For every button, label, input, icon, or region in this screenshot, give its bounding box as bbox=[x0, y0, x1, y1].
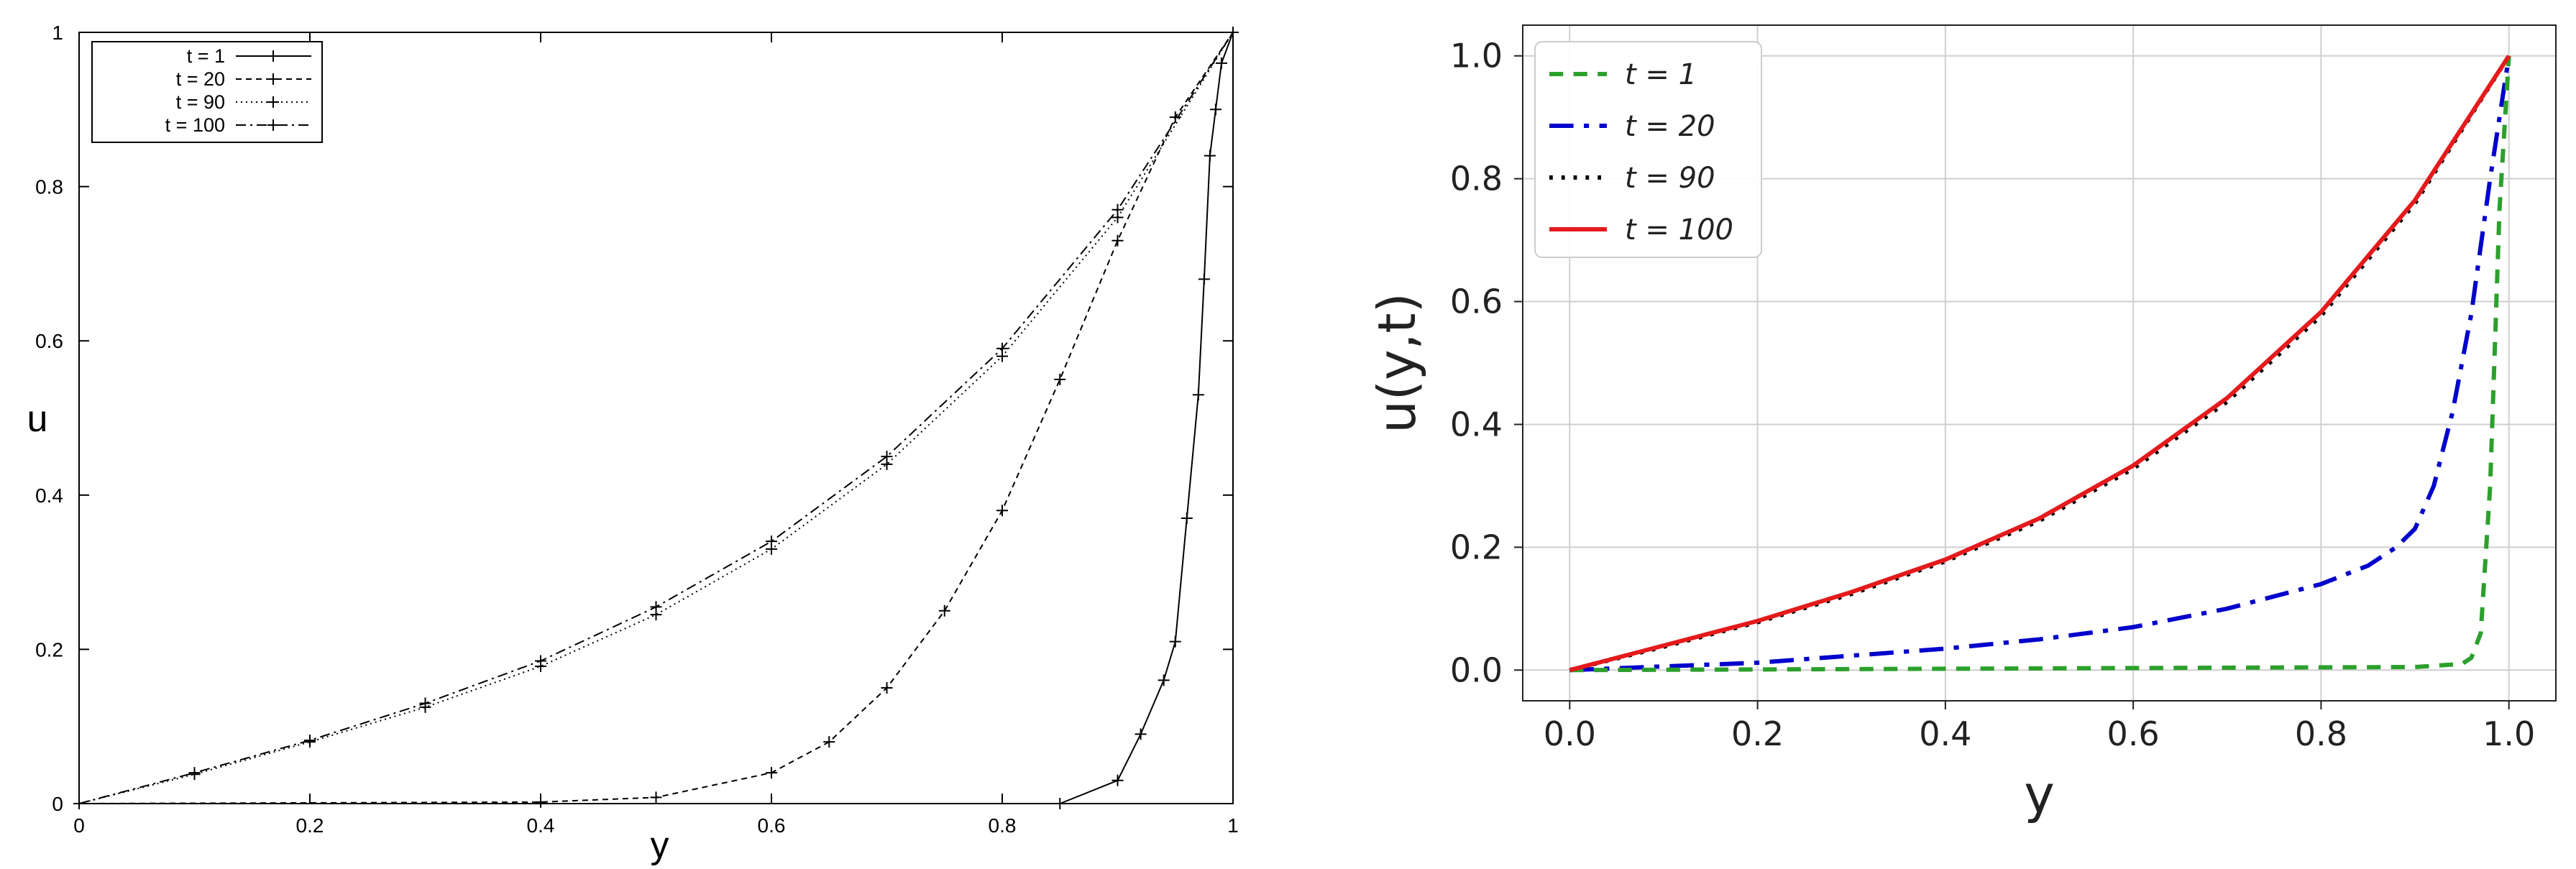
x-tick-label: 0.8 bbox=[2295, 714, 2347, 753]
data-point-marker bbox=[304, 735, 316, 747]
legend-label: t = 90 bbox=[176, 91, 225, 113]
data-point-marker bbox=[1204, 150, 1216, 162]
y-axis-label: u bbox=[27, 398, 48, 440]
y-tick-label: 0.4 bbox=[1450, 405, 1503, 443]
data-point-marker bbox=[881, 682, 893, 694]
series-line-3 bbox=[78, 32, 1234, 804]
data-point-marker bbox=[1111, 203, 1124, 216]
data-point-marker bbox=[1135, 728, 1147, 740]
x-tick-label: 0.2 bbox=[1731, 714, 1784, 753]
data-point-marker bbox=[1227, 27, 1239, 38]
data-point-marker bbox=[823, 736, 835, 748]
x-tick-label: 0.8 bbox=[989, 814, 1017, 837]
y-tick-label: 0.6 bbox=[35, 330, 63, 352]
y-tick-label: 0.6 bbox=[1450, 282, 1503, 321]
legend-label: t = 1 bbox=[1625, 58, 1697, 91]
legend-label: t = 1 bbox=[187, 45, 225, 67]
x-tick-label: 0.6 bbox=[2107, 714, 2160, 753]
data-point-marker bbox=[1054, 798, 1066, 809]
data-point-marker bbox=[1054, 373, 1066, 385]
data-point-marker bbox=[1111, 774, 1124, 786]
data-point-marker bbox=[1169, 635, 1181, 648]
y-tick-label: 0.2 bbox=[1450, 528, 1503, 566]
data-point-marker bbox=[1192, 389, 1204, 401]
x-tick-label: 0.4 bbox=[1919, 714, 1971, 753]
data-point-marker bbox=[996, 505, 1008, 517]
data-point-marker bbox=[766, 535, 777, 548]
right-chart: 0.0 0.2 0.4 0.6 0.8 1.0 0.0 0.2 0.4 0.6 0.8 1.0 y u(y… bbox=[1329, 7, 2576, 869]
y-tick-label: 0.8 bbox=[35, 176, 63, 198]
legend-label: t = 90 bbox=[1625, 162, 1715, 195]
data-point-marker bbox=[650, 601, 662, 613]
x-tick-label: 0.6 bbox=[758, 814, 786, 837]
y-axis-label: u(y,t) bbox=[1367, 293, 1427, 433]
y-tick-label: 0.0 bbox=[1450, 650, 1503, 689]
legend-label: t = 100 bbox=[165, 114, 225, 136]
data-point-marker bbox=[1209, 104, 1221, 116]
data-point-marker bbox=[1111, 234, 1124, 247]
data-point-marker bbox=[1198, 273, 1210, 285]
data-point-marker bbox=[188, 767, 201, 779]
y-tick-label: 0.2 bbox=[35, 638, 63, 661]
series-line-4 bbox=[1569, 55, 2511, 673]
series-line-2 bbox=[78, 32, 1234, 804]
legend-marker bbox=[267, 50, 279, 62]
x-tick-label: 0.4 bbox=[527, 814, 555, 837]
x-tick-label: 1.0 bbox=[2483, 714, 2535, 753]
y-tick-label: 0 bbox=[52, 793, 63, 815]
legend-label: t = 100 bbox=[1625, 213, 1733, 247]
x-axis-label: y bbox=[651, 824, 669, 866]
data-point-marker bbox=[766, 767, 777, 779]
data-point-marker bbox=[1158, 674, 1170, 686]
legend-label: t = 20 bbox=[1625, 110, 1715, 143]
series-line-4 bbox=[78, 32, 1234, 804]
data-point-marker bbox=[650, 791, 662, 804]
y-tick-label: 1.0 bbox=[1450, 37, 1503, 75]
data-point-marker bbox=[1215, 57, 1227, 69]
x-tick-label: 0.0 bbox=[1544, 714, 1596, 753]
data-point-marker bbox=[996, 342, 1008, 354]
series-line-1 bbox=[79, 32, 1234, 804]
legend-label: t = 20 bbox=[176, 68, 225, 90]
plot-frame bbox=[78, 32, 1234, 804]
data-point-marker bbox=[881, 451, 893, 463]
x-tick-label: 1 bbox=[1227, 814, 1239, 837]
data-point-marker bbox=[1181, 512, 1193, 524]
series-line-2 bbox=[1569, 55, 2511, 673]
data-point-marker bbox=[938, 604, 950, 617]
legend-marker bbox=[267, 73, 279, 85]
y-tick-label: 0.8 bbox=[1450, 160, 1503, 198]
x-axis-label: y bbox=[2024, 764, 2055, 824]
data-point-marker bbox=[1169, 111, 1181, 124]
x-tick-label: 0 bbox=[73, 814, 85, 837]
data-point-marker bbox=[535, 655, 546, 667]
y-tick-label: 1 bbox=[52, 22, 63, 44]
legend-box bbox=[1534, 41, 1762, 258]
left-chart: 0 0.2 0.4 0.6 0.8 1 0 0.2 0.4 0.6 0.8 1 y u t = 1t = 2… bbox=[27, 22, 1239, 866]
legend-marker bbox=[267, 96, 279, 108]
series-line-1 bbox=[1569, 55, 2511, 673]
data-point-marker bbox=[419, 697, 431, 709]
plot-frame bbox=[1522, 24, 2557, 702]
data-point-marker bbox=[535, 796, 546, 808]
x-tick-label: 0.2 bbox=[296, 814, 324, 837]
legend-marker bbox=[267, 119, 279, 131]
y-tick-label: 0.4 bbox=[35, 484, 63, 507]
data-point-marker bbox=[73, 798, 85, 809]
